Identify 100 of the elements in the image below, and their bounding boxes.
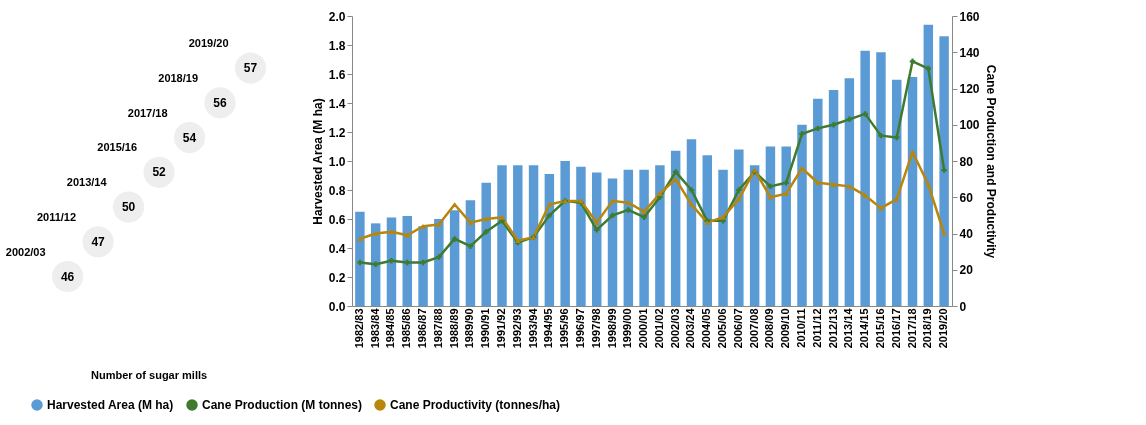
y-tick-label: 1.8 (328, 38, 346, 53)
x-tick-label: 2007/08 (747, 308, 760, 349)
y2-tick-label: 160 (959, 9, 980, 24)
point (894, 134, 900, 141)
x-tick-label: 2008/09 (763, 308, 776, 349)
category-label: 2019/20 (188, 37, 229, 50)
point (672, 169, 679, 175)
category-label: 2017/18 (127, 106, 168, 119)
x-tick-label: 1998/99 (605, 308, 618, 349)
y2-tick-label: 80 (959, 154, 974, 169)
bar (907, 76, 918, 306)
point (467, 220, 474, 225)
x-tick-label: 2019/20 (937, 308, 950, 349)
bar (481, 182, 491, 306)
y2-tick-label: 40 (959, 227, 974, 241)
y2-tick-label: 100 (959, 118, 980, 133)
y-tick-label: 0.6 (328, 212, 346, 227)
x-tick-label: 2005/06 (716, 308, 729, 349)
bar (402, 216, 412, 306)
point (641, 209, 647, 215)
x-tick-label: 2012/13 (826, 308, 839, 349)
y-tick-label: 1.0 (328, 154, 346, 169)
category-label: 2011/12 (36, 210, 77, 223)
text: Number of sugar mills (91, 369, 208, 381)
y-tick-label: 1.2 (328, 125, 346, 140)
y2-axis-title: Cane Production and Productivity (983, 64, 998, 259)
point (783, 191, 789, 196)
data-label: 57 (243, 61, 258, 76)
bar (434, 219, 444, 306)
y-tick-label: 0.4 (328, 241, 346, 256)
x-tick-label: 2017/18 (905, 308, 918, 349)
x-tick-label: 2018/19 (921, 308, 934, 349)
category-label: 2013/14 (66, 176, 108, 189)
point (767, 183, 774, 190)
point (862, 193, 868, 198)
bar (702, 155, 712, 306)
point (783, 180, 789, 186)
x-tick-label: 1991/92 (495, 308, 507, 349)
y2-tick-label: 0 (959, 299, 967, 314)
y2-tick-label: 120 (959, 82, 980, 96)
point (420, 259, 426, 266)
point (609, 212, 616, 219)
bar (655, 165, 665, 306)
bar (465, 200, 476, 306)
x-tick-label: 1996/97 (573, 308, 586, 349)
legend-label: Cane Productivity (tonnes/ha) (390, 398, 561, 412)
point (357, 259, 363, 266)
x-tick-label: 1984/85 (384, 308, 397, 349)
point (420, 223, 426, 229)
point (625, 207, 632, 213)
bar (449, 210, 460, 306)
bar (718, 169, 728, 306)
point (546, 202, 553, 207)
x-tick-label: 1997/98 (589, 308, 602, 349)
bar (939, 36, 949, 306)
point (846, 184, 853, 189)
point (799, 165, 805, 171)
y2-tick-label: 140 (959, 45, 980, 60)
x-tick-label: 2000/01 (637, 308, 650, 349)
point (688, 187, 695, 193)
point (941, 231, 947, 236)
bar (892, 79, 902, 306)
bar (670, 150, 681, 306)
point (467, 243, 474, 249)
bar (355, 211, 365, 306)
point (830, 122, 837, 128)
point (799, 131, 805, 137)
x-tick-label: 1994/95 (542, 308, 555, 349)
point (451, 202, 458, 207)
point (499, 214, 505, 220)
x-tick-label: 1985/86 (400, 308, 413, 349)
bar (607, 178, 618, 306)
x-tick-label: 2010/11 (795, 308, 807, 348)
x-tick-label: 1987/88 (431, 308, 444, 349)
bar (544, 174, 555, 306)
point (388, 257, 395, 264)
point (451, 236, 458, 242)
bar (749, 165, 760, 306)
point (641, 214, 647, 220)
data-label: 47 (91, 234, 106, 249)
x-tick-label: 2011/12 (810, 308, 823, 348)
x-tick-label: 1999/00 (621, 308, 634, 349)
bar (734, 149, 744, 306)
data-label: 56 (213, 95, 228, 110)
bar (497, 165, 507, 306)
legend-label: Harvested Area (M ha) (47, 398, 174, 412)
y-tick-label: 1.6 (328, 67, 346, 82)
data-label: 46 (60, 269, 75, 284)
x-tick-label: 2016/17 (889, 308, 902, 349)
y2-tick-label: 60 (959, 190, 974, 205)
x-tick-label: 2002/03 (668, 308, 681, 349)
point (609, 198, 616, 204)
point (909, 58, 916, 65)
point (925, 182, 932, 187)
x-tick-label: 1990/91 (479, 308, 492, 349)
point (688, 202, 695, 207)
bar (686, 139, 697, 306)
point (925, 65, 932, 72)
bar (528, 165, 539, 306)
y-axis-title: Harvested Area (M ha) (310, 98, 325, 225)
